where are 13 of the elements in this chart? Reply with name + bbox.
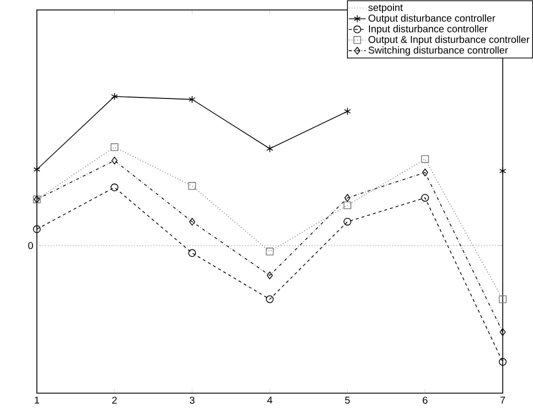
x-tick-label: 7	[500, 396, 505, 404]
x-tick-label: 2	[112, 396, 117, 404]
x-tick-label: 4	[267, 396, 272, 404]
x-tick-label: 1	[34, 396, 40, 404]
legend-label: Switching disturbance controller	[368, 46, 508, 56]
legend-label: Output & Input disturbance controller	[368, 36, 530, 45]
text: 0	[28, 242, 33, 250]
x-tick-label: 3	[190, 396, 194, 404]
x-tick-label: 5	[345, 396, 350, 404]
legend-label: Output disturbance controller	[368, 14, 496, 24]
legend-label: Input disturbance controller	[369, 24, 488, 34]
x-tick-label: 6	[422, 396, 428, 404]
legend-label: setpoint	[368, 4, 403, 13]
